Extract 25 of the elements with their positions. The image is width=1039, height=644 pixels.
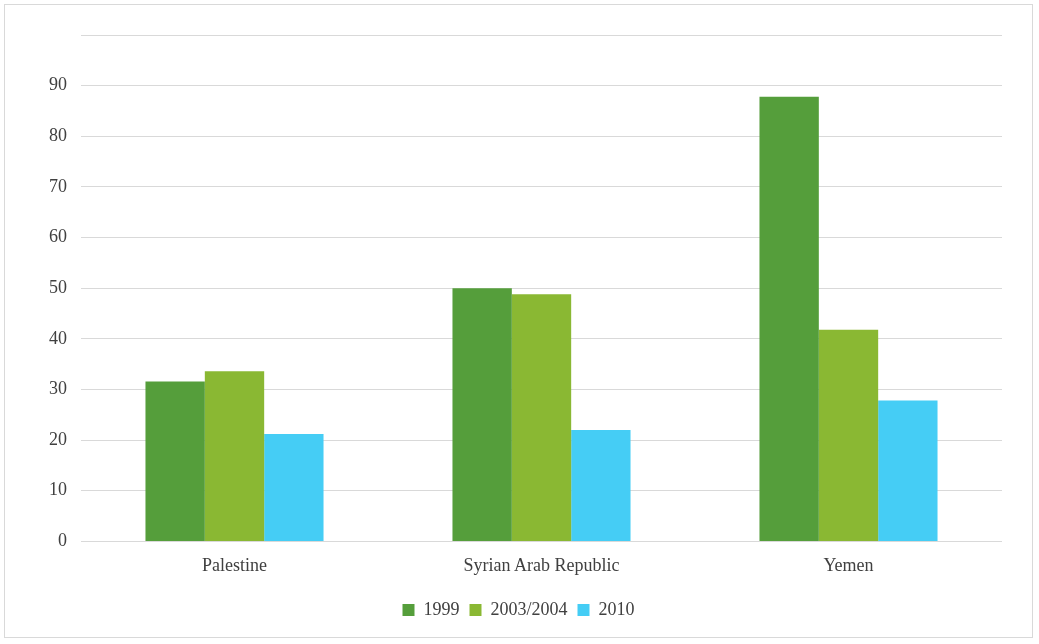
bar bbox=[204, 371, 265, 541]
y-tick-label: 30 bbox=[49, 378, 67, 399]
bar bbox=[759, 96, 819, 541]
y-tick-label: 20 bbox=[49, 428, 67, 449]
legend-label: 2010 bbox=[598, 598, 635, 619]
bar bbox=[511, 294, 572, 541]
bar bbox=[818, 329, 879, 541]
bar bbox=[145, 381, 205, 541]
y-tick-label: 90 bbox=[49, 74, 67, 95]
x-tick-label: Yemen bbox=[823, 554, 874, 575]
y-tick-label: 0 bbox=[58, 530, 67, 551]
y-tick-label: 60 bbox=[49, 226, 67, 247]
bar bbox=[264, 434, 324, 541]
x-tick-label: Palestine bbox=[202, 554, 267, 575]
y-tick-label: 50 bbox=[49, 276, 67, 297]
bar bbox=[452, 288, 512, 541]
legend-label: 2003/2004 bbox=[490, 598, 568, 619]
y-tick-label: 70 bbox=[49, 175, 67, 196]
y-tick-label: 80 bbox=[49, 125, 67, 146]
y-tick-label: 10 bbox=[49, 479, 67, 500]
bar bbox=[571, 429, 631, 541]
x-tick-label: Syrian Arab Republic bbox=[463, 554, 620, 575]
y-tick-label: 40 bbox=[49, 327, 67, 348]
legend-label: 1999 bbox=[423, 598, 460, 619]
bar bbox=[878, 400, 938, 541]
